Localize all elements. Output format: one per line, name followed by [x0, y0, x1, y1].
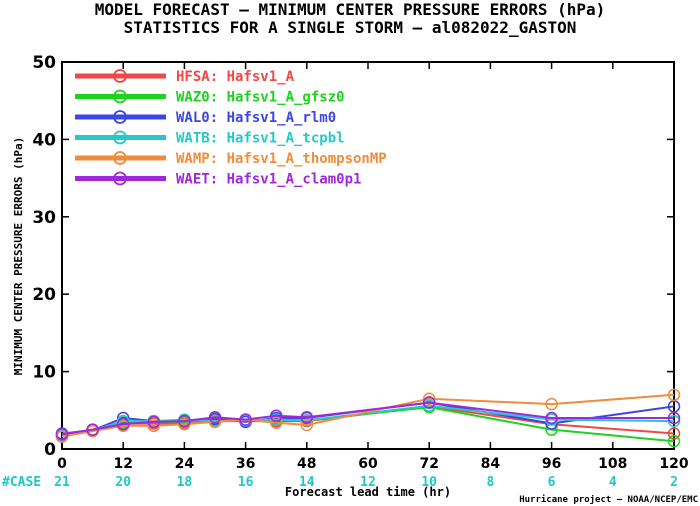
legend-label: WAMP: Hafsv1_A_thompsonMP — [176, 151, 387, 167]
legend-marker — [113, 69, 127, 83]
legend-label: WATB: Hafsv1_A_tcpbl — [176, 131, 345, 147]
data-point — [667, 388, 681, 402]
case-count: 8 — [486, 475, 494, 490]
data-point — [55, 428, 69, 441]
x-tick-label: 48 — [297, 456, 316, 472]
x-tick-label: 96 — [542, 456, 561, 472]
case-count: 14 — [299, 475, 315, 490]
legend-marker — [113, 171, 127, 186]
data-point — [147, 415, 161, 429]
case-count: 6 — [548, 475, 556, 490]
x-tick-label: 12 — [113, 456, 132, 472]
y-tick-label: 20 — [32, 285, 56, 305]
legend-marker — [113, 130, 127, 145]
data-point — [667, 414, 681, 428]
case-count: 4 — [609, 475, 617, 490]
legend-marker — [113, 110, 127, 124]
data-point — [116, 417, 130, 431]
data-point — [178, 417, 191, 431]
data-point — [147, 419, 161, 433]
data-point — [422, 396, 436, 409]
case-count: 18 — [177, 475, 193, 490]
x-tick-label: 120 — [659, 456, 688, 472]
x-tick-label: 72 — [419, 456, 438, 472]
y-tick-label: 50 — [32, 53, 56, 73]
data-point — [269, 409, 283, 422]
data-point — [178, 414, 191, 428]
credit-text: Hurricane project – NOAA/NCEP/EMC — [519, 494, 698, 505]
legend-marker — [113, 89, 127, 104]
y-axis-label: MINIMUM CENTER PRESSURE ERRORS (hPa) — [12, 137, 25, 375]
data-point — [300, 411, 314, 424]
legend: HFSA: Hafsv1_A WAZ0: Hafsv1_A_gfsz0 WAL0: … — [75, 69, 387, 188]
y-tick-label: 40 — [32, 130, 56, 150]
case-counts: 21 20 18 16 14 12 10 8 6 4 2 — [54, 475, 678, 490]
data-point — [269, 416, 283, 429]
x-axis: 0 12 24 36 48 60 72 84 96 108 120 — [57, 62, 689, 472]
legend-label: HFSA: Hafsv1_A — [176, 69, 295, 85]
plot-frame — [61, 61, 675, 450]
case-count: 2 — [670, 475, 678, 490]
x-tick-label: 36 — [236, 456, 255, 472]
data-point — [545, 411, 558, 425]
y-axis: 0 10 20 30 40 50 — [32, 53, 674, 460]
legend-label: WAL0: Hafsv1_A_rlm0 — [176, 110, 336, 126]
legend-label: WAZ0: Hafsv1_A_gfsz0 — [176, 90, 345, 106]
data-point — [422, 392, 436, 405]
data-point — [300, 418, 314, 432]
y-tick-label: 0 — [44, 440, 56, 460]
case-count: 16 — [238, 475, 254, 490]
data-point — [422, 399, 436, 412]
data-point — [239, 413, 252, 426]
y-tick-label: 30 — [32, 208, 56, 228]
data-point — [208, 411, 222, 424]
x-tick-label: 24 — [175, 456, 195, 472]
case-label: #CASE — [2, 475, 41, 490]
series-layer — [55, 388, 681, 448]
data-point — [545, 397, 558, 411]
legend-marker — [113, 151, 127, 165]
legend-label: WAET: Hafsv1_A_clam0p1 — [176, 172, 361, 188]
case-count: 20 — [115, 475, 131, 490]
y-tick-label: 10 — [32, 363, 56, 383]
x-tick-label: 0 — [57, 456, 67, 472]
data-point — [667, 427, 681, 440]
x-tick-label: 60 — [358, 456, 378, 472]
case-count: 10 — [421, 475, 437, 490]
x-tick-label: 108 — [598, 456, 627, 472]
data-point — [667, 411, 681, 425]
case-count: 12 — [360, 475, 376, 490]
chart-title: MODEL FORECAST – MINIMUM CENTER PRESSURE… — [95, 0, 606, 19]
chart-subtitle: STATISTICS FOR A SINGLE STORM – al082022… — [124, 18, 577, 37]
x-axis-label: Forecast lead time (hr) — [285, 485, 451, 499]
case-count: 21 — [54, 475, 70, 490]
data-point — [667, 435, 681, 448]
x-tick-label: 84 — [481, 456, 501, 472]
data-point — [269, 413, 283, 426]
data-point — [86, 423, 99, 436]
